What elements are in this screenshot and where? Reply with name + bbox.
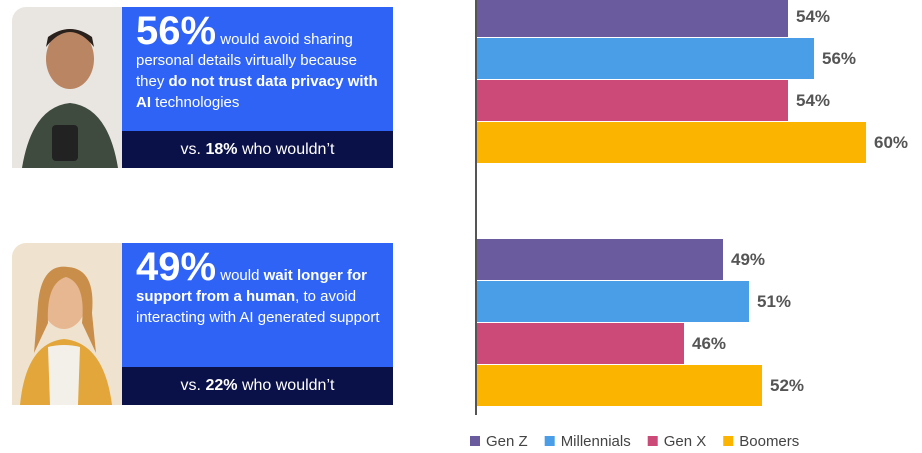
stat-text: 49% would wait longer for support from a… xyxy=(122,243,393,367)
legend-swatch xyxy=(544,436,555,446)
photo xyxy=(12,243,122,405)
legend-swatch xyxy=(470,436,480,446)
value-label: 54% xyxy=(796,91,830,110)
text-bold: do not trust data privacy with AI xyxy=(136,73,378,111)
footer-text: vs. xyxy=(180,141,201,158)
bar xyxy=(477,281,749,322)
legend-label: Gen Z xyxy=(486,433,528,450)
bar xyxy=(477,0,788,37)
legend-label: Millennials xyxy=(561,433,631,450)
stat: 49% xyxy=(136,245,217,289)
value-label: 60% xyxy=(874,133,908,152)
bar xyxy=(477,239,723,280)
bar xyxy=(477,323,684,364)
footer-text: vs. xyxy=(180,377,201,394)
bar xyxy=(477,365,762,406)
bar xyxy=(477,38,814,79)
text: would xyxy=(220,267,260,284)
legend-label: Gen X xyxy=(664,433,707,450)
footer-stat: 18% xyxy=(205,141,238,158)
legend-swatch xyxy=(647,436,658,446)
stat-text: 56% would avoid sharing personal details… xyxy=(122,7,393,131)
legend-swatch xyxy=(723,436,734,446)
value-label: 52% xyxy=(770,376,804,395)
text: , to avoid interacting with AI generated… xyxy=(136,288,380,326)
stat: 56% xyxy=(136,9,217,53)
text-bold: wait longer for support from a human xyxy=(136,267,367,305)
value-label: 46% xyxy=(692,334,726,353)
footer-text: who wouldn’t xyxy=(241,141,335,158)
text: would avoid sharing personal details vir… xyxy=(136,31,357,90)
text: technologies xyxy=(155,94,240,111)
bar xyxy=(477,122,866,163)
bar xyxy=(477,80,788,121)
stat-card: 56% would avoid sharing personal details… xyxy=(12,7,393,168)
legend-label: Boomers xyxy=(739,433,799,450)
footer-stat: 22% xyxy=(205,377,238,394)
value-label: 56% xyxy=(822,49,856,68)
value-label: 54% xyxy=(796,7,830,26)
footer-text: who wouldn’t xyxy=(241,377,335,394)
footer: vs. 18% who wouldn’t xyxy=(122,131,393,168)
footer: vs. 22% who wouldn’t xyxy=(122,367,393,405)
value-label: 49% xyxy=(731,250,765,269)
photo xyxy=(12,7,122,168)
stat-card: 49% would wait longer for support from a… xyxy=(12,243,393,405)
value-label: 51% xyxy=(757,292,791,311)
